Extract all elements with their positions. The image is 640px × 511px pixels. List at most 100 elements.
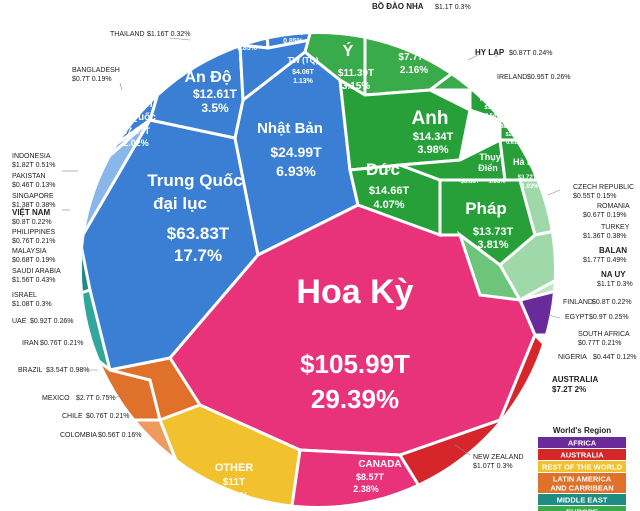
romania-values: $0.67T 0.19% — [583, 212, 626, 219]
other-value: $11T — [223, 477, 245, 488]
iran-values: $0.76T 0.21% — [40, 340, 83, 347]
belgium-value: $2.19T — [505, 132, 523, 138]
other-share: 3.04% — [220, 491, 248, 502]
finland-name: FINLAND — [563, 299, 593, 306]
malaysia-values: $0.68T 0.19% — [12, 257, 55, 264]
korea-label-2: Quốc — [130, 111, 156, 123]
saudi-values: $1.56T 0.43% — [12, 277, 55, 284]
chile-values: $0.76T 0.21% — [86, 413, 129, 420]
romania-name: ROMANIA — [597, 203, 630, 210]
russia-label: Nga — [242, 25, 258, 34]
uk-value: $14.34T — [413, 131, 454, 143]
legend-label-3-1: AND CARRIBEAN — [550, 484, 613, 493]
korea-share: 2.02% — [123, 138, 149, 148]
norway-name: NA UY — [601, 270, 626, 279]
austria-share: 0.54% — [485, 113, 501, 119]
japan-value: $24.99T — [270, 144, 322, 160]
belgium-label: BELGIUM — [499, 124, 525, 130]
philippines-name: PHILIPPINES — [12, 229, 56, 236]
russia-value: $3.05T — [236, 37, 259, 44]
legend-swatch-4 — [538, 494, 626, 505]
bangladesh-values: $0.7T 0.19% — [72, 76, 112, 83]
thailand-values: $1.16T 0.32% — [147, 31, 190, 38]
legend-label-0: AFRICA — [568, 439, 597, 448]
greece-values: $0.87T 0.24% — [509, 50, 552, 57]
safrica-name: SOUTH AFRICA — [578, 331, 630, 338]
ireland-name: IRELAND — [497, 74, 527, 81]
portugal-values: $1.1T 0.3% — [435, 4, 471, 11]
legend-label-5: EUROPE — [566, 508, 598, 511]
france-label: Pháp — [465, 199, 507, 218]
legend-swatch-1 — [538, 449, 626, 460]
thailand-name: THAILAND — [110, 31, 145, 38]
pakistan-values: $0.46T 0.13% — [12, 182, 55, 189]
canada-value: $8.57T — [356, 472, 385, 482]
iran-name: IRAN — [22, 340, 39, 347]
india-label: Ấn Độ — [184, 67, 231, 86]
legend-label-3-0: LATIN AMERICA — [553, 475, 612, 484]
uk-label: Anh — [412, 108, 449, 129]
india-share: 3.5% — [201, 101, 229, 115]
japan-label: Nhật Bản — [257, 120, 323, 137]
bangladesh-name: BANGLADESH — [72, 67, 120, 74]
legend-swatch-0 — [538, 437, 626, 448]
usa-label: Hoa Kỳ — [296, 273, 413, 311]
leader-lines — [62, 37, 561, 456]
legend-swatch-2 — [538, 461, 626, 472]
legend-label-1: AUSTRALIA — [560, 451, 604, 460]
legend: World's Region AFRICA AUSTRALIA REST OF TH… — [538, 426, 626, 511]
netherlands-label: Hà Lan — [513, 157, 543, 167]
canada-share: 2.38% — [353, 484, 379, 494]
legend-swatch-5 — [538, 506, 626, 511]
usa-value: $105.99T — [300, 349, 410, 379]
uk-share: 3.98% — [417, 144, 448, 156]
colombia-name: COLOMBIA — [60, 432, 97, 439]
saudi-name: SAUDI ARABIA — [12, 268, 61, 275]
sweden-share: 1.08% — [488, 179, 506, 185]
cell-sea-1 — [82, 93, 110, 178]
usa-share: 29.39% — [311, 384, 399, 414]
turkey-name: TURKEY — [601, 224, 630, 231]
russia-share: 0.85% — [237, 45, 258, 52]
sweden-label-1: Thụy — [479, 152, 501, 162]
austria-value: $1.95T — [484, 105, 502, 111]
colombia-values: $0.56T 0.16% — [98, 432, 141, 439]
india-value: $12.61T — [193, 87, 238, 101]
nz-values: $1.07T 0.3% — [473, 463, 513, 470]
chile-name: CHILE — [62, 413, 83, 420]
germany-label: Đức — [366, 160, 400, 179]
safrica-values: $0.77T 0.21% — [578, 340, 621, 347]
china-share: 17.7% — [174, 246, 222, 265]
israel-name: ISRAEL — [12, 292, 37, 299]
poland-values: $1.77T 0.49% — [583, 257, 626, 264]
israel-values: $1.08T 0.3% — [12, 301, 52, 308]
greece-name: HY LẠP — [475, 48, 505, 57]
brazil-values: $3.54T 0.98% — [46, 367, 89, 374]
legend-label-4: MIDDLE EAST — [557, 496, 608, 505]
czech-values: $0.55T 0.15% — [573, 193, 616, 200]
egypt-name: EGYPT — [565, 314, 589, 321]
external-labels-right: BỒ ĐÀO NHA $1.1T 0.3% HY LẠP $0.87T 0.24… — [372, 1, 636, 470]
legend-label-2: REST OF THE WORLD — [542, 463, 623, 472]
hk-share: 0.85% — [283, 38, 304, 45]
pakistan-name: PAKISTAN — [12, 173, 46, 180]
singapore-name: SINGAPORE — [12, 193, 54, 200]
brazil-name: BRAZIL — [18, 367, 43, 374]
vietnam-values: $0.8T 0.22% — [12, 219, 52, 226]
italy-share: 3.15% — [342, 81, 370, 92]
mexico-values: $2.7T 0.75% — [76, 395, 116, 402]
australia-name: AUSTRALIA — [552, 375, 598, 384]
singapore-values: $1.38T 0.38% — [12, 202, 55, 209]
portugal-name: BỒ ĐÀO NHA — [372, 1, 424, 11]
legend-swatch-3 — [538, 473, 626, 493]
tw-label: TW (TQ) — [287, 56, 318, 65]
uae-name: UAE — [12, 318, 27, 325]
other-label: OTHER — [215, 462, 254, 474]
korea-value: $7.03T — [122, 126, 151, 136]
vietnam-name: VIỆT NAM — [12, 208, 51, 217]
finland-values: $0.8T 0.22% — [592, 299, 632, 306]
netherlands-share: 1.03% — [521, 184, 539, 190]
spain-label: TBN — [391, 33, 418, 48]
